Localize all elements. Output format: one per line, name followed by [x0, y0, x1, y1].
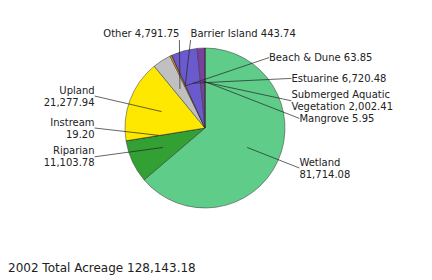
leader-line: [95, 128, 160, 135]
slice-label: Wetland81,714.08: [299, 157, 350, 180]
slice-label: Barrier Island 443.74: [191, 28, 296, 39]
footer-note: 2002 Total Acreage 128,143.18: [8, 261, 196, 275]
slice-label: Upland21,277.94: [44, 85, 95, 108]
leader-line: [95, 147, 163, 156]
pie-slice: [204, 48, 205, 128]
slices: [125, 48, 285, 208]
slice-label: Beach & Dune 63.85: [269, 52, 372, 63]
leader-line: [185, 40, 190, 86]
chart: Wetland81,714.08 Riparian11,103.78 Instrea…: [0, 0, 432, 280]
leader-line: [205, 82, 299, 119]
slice-label: Riparian11,103.78: [44, 145, 95, 168]
slice-label: Estuarine 6,720.48: [291, 73, 386, 84]
leader-line: [95, 96, 162, 112]
pie-slice: [197, 48, 205, 128]
leader-line: [179, 40, 181, 89]
slice-label: Other 4,791.75: [103, 28, 179, 39]
slice-labels: Wetland81,714.08 Riparian11,103.78 Instrea…: [44, 28, 393, 180]
slice-label: Submerged AquaticVegetation 2,002.41: [291, 89, 393, 112]
leader-line: [247, 147, 299, 168]
slice-label: Mangrove 5.95: [299, 113, 374, 124]
slice-label: Instream19.20: [50, 117, 94, 140]
